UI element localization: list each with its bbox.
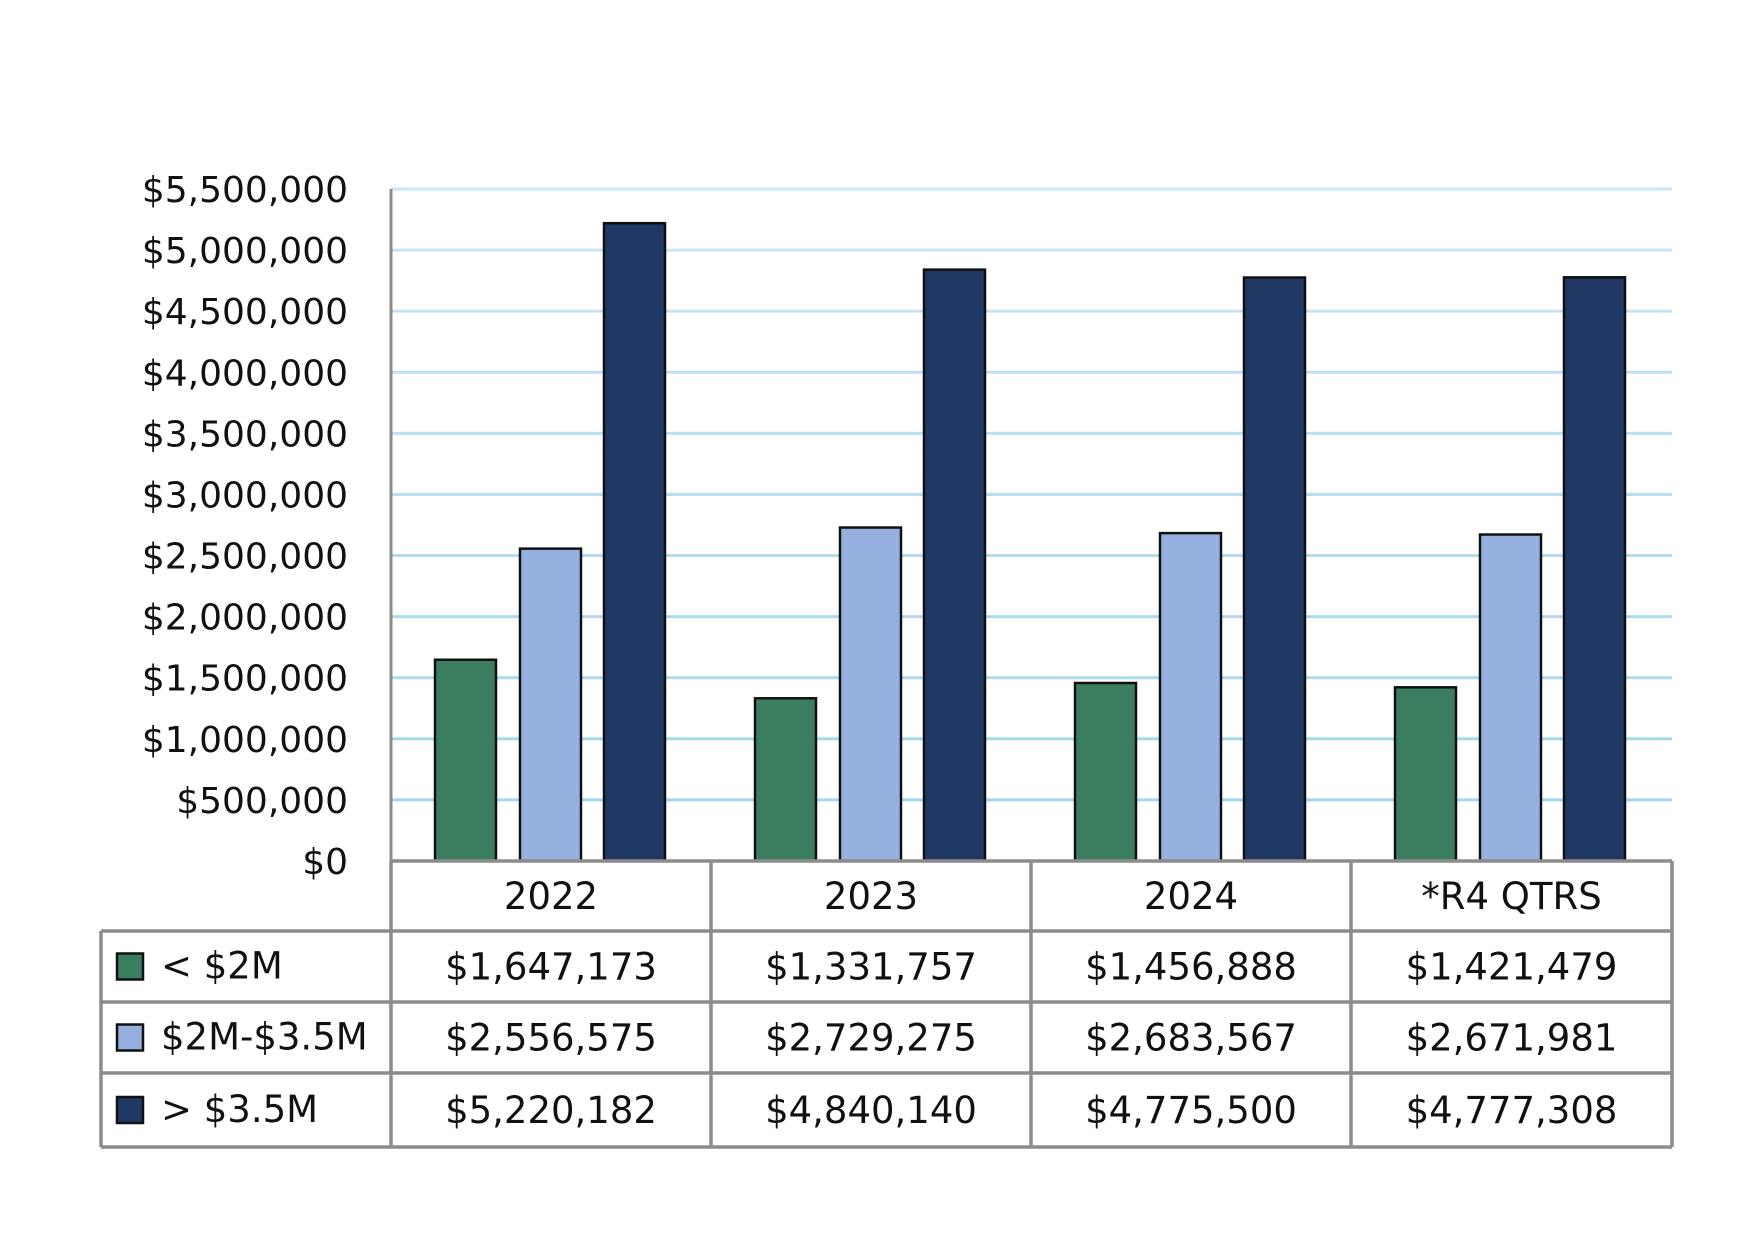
data-label: $4,775,500 <box>1085 1089 1297 1132</box>
y-axis-ticks: $0 $500,000 $1,000,000 $1,500,000 $2,000,000… <box>142 170 348 883</box>
legend-label: > $3.5M <box>161 1088 318 1131</box>
y-tick-label: $4,000,000 <box>142 353 348 394</box>
data-label: $1,456,888 <box>1085 946 1297 989</box>
bar <box>1393 686 1458 863</box>
bar <box>518 547 583 863</box>
y-tick-label: $5,500,000 <box>142 170 348 211</box>
bar <box>1073 681 1138 863</box>
bar <box>1158 531 1223 863</box>
x-category-label: 2024 <box>1144 875 1238 918</box>
bars <box>433 221 1627 863</box>
data-table: 2022 2023 2024 *R4 QTRS < $2M $1,647,173 $1,33… <box>99 859 1674 1149</box>
legend-swatch <box>115 1023 145 1052</box>
data-label: $1,331,757 <box>765 946 977 989</box>
bar <box>602 221 667 863</box>
x-category-label: 2022 <box>504 875 598 918</box>
y-tick-label: $3,000,000 <box>142 475 348 516</box>
data-label: $5,220,182 <box>445 1089 657 1132</box>
bar <box>1562 276 1627 863</box>
y-tick-label: $4,500,000 <box>142 292 348 333</box>
legend-swatch <box>115 952 145 981</box>
data-label: $2,683,567 <box>1085 1017 1297 1060</box>
bar <box>433 658 498 863</box>
data-label: $1,421,479 <box>1406 946 1618 989</box>
y-tick-label: $500,000 <box>176 781 348 822</box>
bar <box>922 268 987 863</box>
data-label: $2,556,575 <box>445 1017 657 1060</box>
legend-label: < $2M <box>161 945 283 988</box>
legend-label: $2M-$3.5M <box>161 1016 368 1059</box>
data-label: $4,777,308 <box>1406 1089 1618 1132</box>
data-label: $1,647,173 <box>445 946 657 989</box>
bar <box>838 526 903 863</box>
y-tick-label: $1,000,000 <box>142 720 348 761</box>
bar <box>1478 533 1543 863</box>
y-tick-label: $2,000,000 <box>142 598 348 639</box>
y-tick-label: $1,500,000 <box>142 659 348 700</box>
y-tick-label: $3,500,000 <box>142 414 348 455</box>
data-label: $2,729,275 <box>765 1017 977 1060</box>
legend-swatch <box>115 1095 145 1125</box>
bar <box>753 697 818 863</box>
x-category-label: 2023 <box>824 875 918 918</box>
data-label: $4,840,140 <box>765 1089 977 1132</box>
y-tick-label: $0 <box>302 842 348 883</box>
bar <box>1242 276 1307 863</box>
x-category-label: *R4 QTRS <box>1421 875 1601 918</box>
y-tick-label: $5,000,000 <box>142 231 348 272</box>
y-tick-label: $2,500,000 <box>142 537 348 578</box>
data-label: $2,671,981 <box>1406 1017 1618 1060</box>
